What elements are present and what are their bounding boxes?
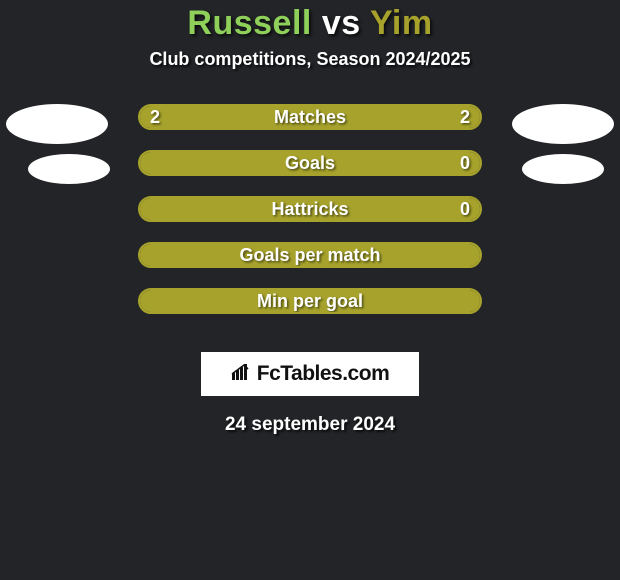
stat-label: Goals per match [140,245,480,266]
stat-label: Matches [140,107,480,128]
stat-bar: Hattricks 0 [138,196,482,222]
avatar-right-icon [522,154,604,184]
stat-bar: Min per goal [138,288,482,314]
stat-rows: 2 Matches 2 Goals 0 Hattricks [0,104,620,334]
stat-row-hattricks: Hattricks 0 [0,196,620,242]
title-player-1: Russell [187,4,311,42]
stat-value-right: 2 [460,107,470,128]
stat-bar: 2 Matches 2 [138,104,482,130]
comparison-infographic: Russell vs Yim Club competitions, Season… [0,0,620,580]
date-label: 24 september 2024 [0,414,620,436]
stat-bar: Goals 0 [138,150,482,176]
stat-row-matches: 2 Matches 2 [0,104,620,150]
brand-logo-inner: FcTables.com [231,362,390,386]
stat-row-min-per-goal: Min per goal [0,288,620,334]
subtitle: Club competitions, Season 2024/2025 [0,49,620,70]
stat-value-right: 0 [460,153,470,174]
avatar-left-icon [6,104,108,144]
stat-bar: Goals per match [138,242,482,268]
stat-row-goals: Goals 0 [0,150,620,196]
avatar-right-icon [512,104,614,144]
stat-label: Goals [140,153,480,174]
stat-label: Hattricks [140,199,480,220]
stat-row-goals-per-match: Goals per match [0,242,620,288]
stat-value-right: 0 [460,199,470,220]
stat-label: Min per goal [140,291,480,312]
brand-text: FcTables.com [257,362,390,386]
title-vs: vs [322,4,361,42]
avatar-left-icon [28,154,110,184]
page-title: Russell vs Yim [0,4,620,43]
chart-icon [231,362,253,380]
brand-logo: FcTables.com [201,352,419,396]
title-player-2: Yim [370,4,433,42]
